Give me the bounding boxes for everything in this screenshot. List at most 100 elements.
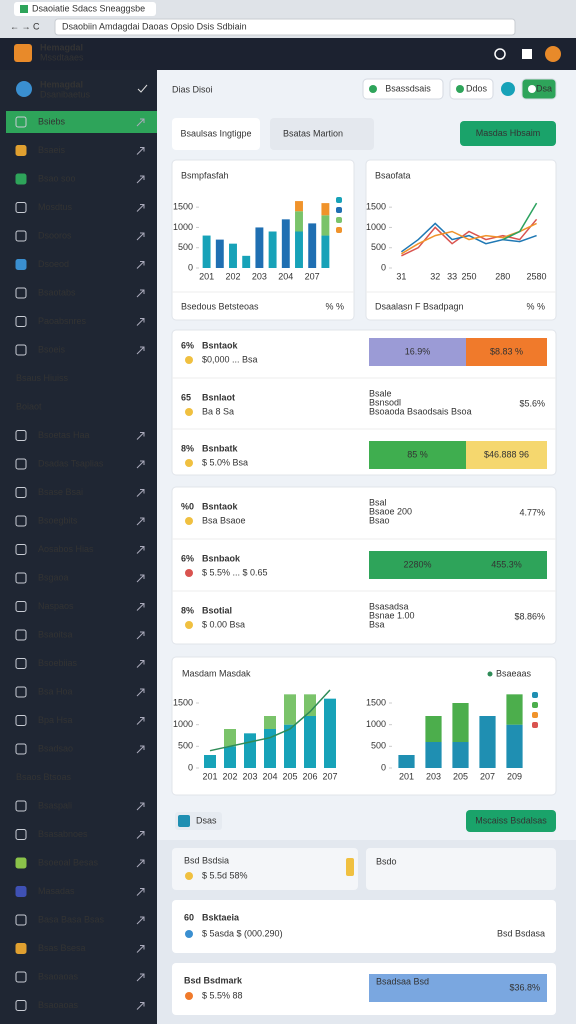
- x-tick-label: 201: [399, 771, 414, 781]
- sidebar-item[interactable]: Dsoeod: [38, 259, 69, 269]
- x-tick-label: 202: [222, 771, 237, 781]
- sidebar-arrow: [136, 489, 145, 497]
- sidebar-item[interactable]: Bsoetas Haa: [38, 430, 90, 440]
- card: [365, 159, 557, 321]
- bar: [264, 729, 276, 768]
- legend-swatch: [336, 197, 342, 203]
- brand-check: [137, 84, 148, 93]
- y-tick-label: 0: [188, 762, 193, 772]
- header-button-label: Ddos: [466, 83, 488, 93]
- sidebar-item[interactable]: Bsgaoa: [38, 572, 69, 582]
- sidebar-item[interactable]: Bsiebs: [38, 116, 66, 126]
- x-tick-label: 209: [507, 771, 522, 781]
- row-bar-segment: [466, 338, 547, 366]
- legend-swatch: [336, 207, 342, 213]
- y-tick-label: 0: [188, 262, 193, 272]
- row-bar-label: $46.888 96: [484, 449, 529, 459]
- sidebar-icon: [15, 943, 27, 954]
- sidebar-icon: [15, 544, 27, 555]
- row-sub: $0,000 ... Bsa: [202, 354, 258, 364]
- sidebar-item[interactable]: Basa Basa Bsas: [38, 914, 105, 924]
- x-tick-label: 204: [262, 771, 277, 781]
- x-tick-label: 207: [322, 771, 337, 781]
- browser-tab[interactable]: [14, 2, 156, 16]
- header-toggle[interactable]: [501, 82, 515, 96]
- row-sub-icon: [185, 621, 193, 629]
- sidebar-item[interactable]: Bsaoaoas: [38, 1000, 79, 1010]
- x-tick-label: 205: [453, 771, 468, 781]
- bar: [304, 694, 316, 716]
- nav-buttons[interactable]: ← → C: [10, 21, 40, 31]
- sidebar-icon: [15, 857, 27, 869]
- card-title: Bsd Bsdsia: [184, 855, 229, 865]
- row-title: Bsnbaok: [202, 553, 241, 563]
- header-button-label: Bsassdsais: [385, 83, 431, 93]
- sidebar-item[interactable]: Bsadsao: [38, 743, 73, 753]
- sidebar-item[interactable]: Aosabos Hias: [38, 544, 94, 554]
- row-note: Bsnae 1.00: [369, 610, 415, 620]
- primary-button[interactable]: [466, 810, 556, 832]
- primary-button-label: Masdas Hbsaim: [476, 128, 541, 138]
- sidebar-arrow: [136, 717, 145, 725]
- bar: [264, 716, 276, 729]
- sidebar-heading: Bsaos Btsoas: [16, 772, 72, 782]
- sidebar-item[interactable]: Masadas: [38, 886, 75, 896]
- bar: [304, 716, 316, 768]
- header-button[interactable]: [521, 78, 557, 100]
- legend-swatch: [532, 722, 538, 728]
- x-tick-label: 33: [447, 271, 457, 281]
- sidebar-item[interactable]: Bsasabnoes: [38, 829, 88, 839]
- sidebar-item[interactable]: Bsaoitsa: [38, 629, 73, 639]
- sidebar-heading: Boiaot: [16, 401, 42, 411]
- avatar[interactable]: [545, 46, 561, 62]
- card: [171, 329, 557, 476]
- sidebar-item[interactable]: Bsoeis: [38, 344, 66, 354]
- row-note: Bsa: [369, 619, 385, 629]
- tab[interactable]: [172, 118, 260, 150]
- primary-button[interactable]: [460, 121, 556, 146]
- row-sub: Bsa Bsaoe: [202, 515, 246, 525]
- bar: [452, 742, 469, 768]
- sidebar-item[interactable]: Bsoegbits: [38, 515, 78, 525]
- header-button-label: Dsa: [536, 83, 552, 93]
- sidebar-icon: [15, 259, 27, 270]
- x-tick-label: 250: [461, 271, 476, 281]
- sidebar-item[interactable]: Bsoebiias: [38, 658, 78, 668]
- sidebar-item[interactable]: Bsase Bsai: [38, 487, 83, 497]
- sidebar-item[interactable]: Bsaeis: [38, 145, 66, 155]
- sidebar-item[interactable]: Bsas Bsesa: [38, 943, 86, 953]
- bar: [244, 733, 256, 768]
- sidebar-active[interactable]: [6, 111, 157, 133]
- y-tick-label: 500: [178, 242, 193, 252]
- address-bar[interactable]: [54, 18, 516, 36]
- tab[interactable]: [270, 118, 374, 150]
- bar: [202, 235, 211, 268]
- search-icon[interactable]: [494, 48, 506, 60]
- sidebar-item[interactable]: Bsoeoal Besas: [38, 857, 99, 867]
- y-tick-label: 1000: [173, 719, 193, 729]
- home-icon[interactable]: [522, 49, 532, 59]
- sidebar-item[interactable]: Mosdtus: [38, 202, 73, 212]
- sidebar-arrow: [136, 232, 145, 241]
- row-sub-icon: [185, 459, 193, 467]
- header-button[interactable]: [449, 78, 494, 100]
- bar: [255, 227, 264, 268]
- sidebar-item[interactable]: Bsa Hoa: [38, 686, 73, 696]
- bar: [398, 755, 415, 768]
- sidebar-icon: [15, 458, 27, 470]
- x-tick-label: 207: [480, 771, 495, 781]
- row-bar-segment: [466, 551, 547, 579]
- header-button[interactable]: [362, 78, 444, 100]
- sidebar-item[interactable]: Dsadas Tsaplias: [38, 458, 104, 468]
- sidebar-item[interactable]: Bsaotabs: [38, 287, 76, 297]
- legend-swatch: [532, 702, 538, 708]
- sidebar-item[interactable]: Bsaoaoas: [38, 971, 79, 981]
- sidebar-item[interactable]: Paoabsnres: [38, 316, 87, 326]
- sidebar-item[interactable]: Bsaspali: [38, 800, 72, 810]
- sidebar-item[interactable]: Bpa Hsa: [38, 715, 73, 725]
- sidebar-item[interactable]: Naspaos: [38, 601, 74, 611]
- row-note: Bsasadsa: [369, 601, 409, 611]
- sidebar-item[interactable]: Bsao soo: [38, 173, 76, 183]
- sidebar-item[interactable]: Dsooros: [38, 230, 72, 240]
- sidebar-arrow: [136, 175, 145, 184]
